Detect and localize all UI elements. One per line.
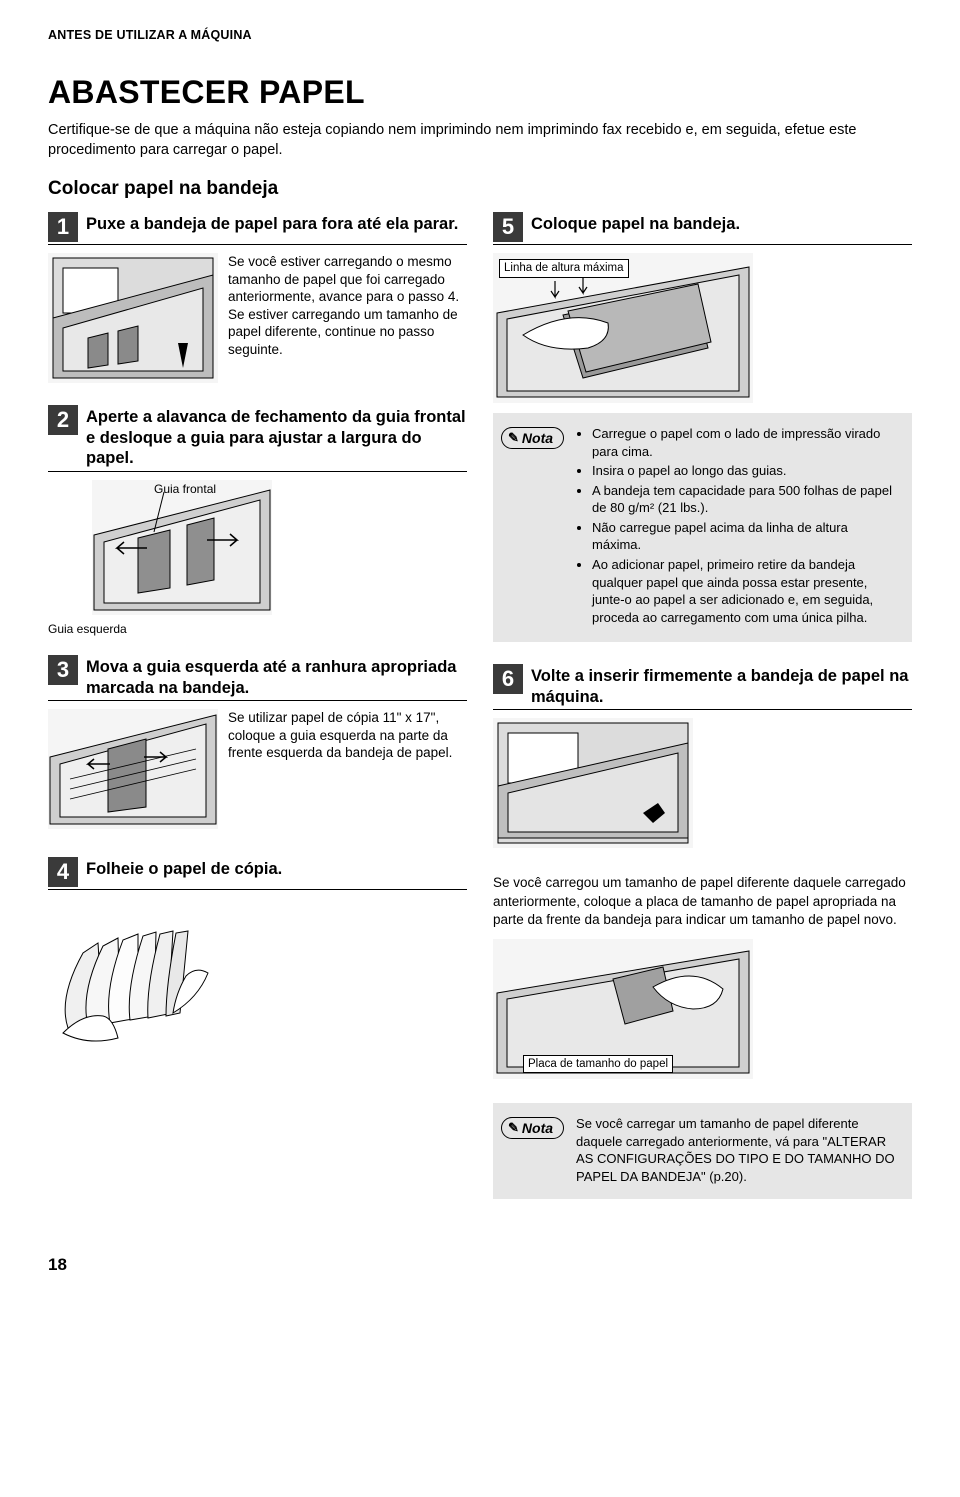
illustration-step4 <box>48 898 223 1048</box>
nota-text: Se você carregar um tamanho de papel dif… <box>576 1115 900 1185</box>
nota-badge: Nota <box>501 427 564 449</box>
right-column: 5 Coloque papel na bandeja. Linha de alt… <box>493 212 912 1199</box>
step-number: 3 <box>48 655 78 685</box>
nota-badge: Nota <box>501 1117 564 1139</box>
nota-item: Ao adicionar papel, primeiro retire da b… <box>592 556 900 626</box>
max-height-line-label: Linha de altura máxima <box>499 259 629 278</box>
illustration-step2: Guia frontal <box>92 480 272 615</box>
step-number: 4 <box>48 857 78 887</box>
step-text: Se você estiver carregando o mesmo taman… <box>228 253 467 358</box>
step-number: 2 <box>48 405 78 435</box>
step-header: 4 Folheie o papel de cópia. <box>48 857 467 890</box>
section-subtitle: Colocar papel na bandeja <box>48 178 912 200</box>
step-text: Se utilizar papel de cópia 11" x 17", co… <box>228 709 467 762</box>
nota-item: A bandeja tem capacidade para 500 folhas… <box>592 482 900 517</box>
step-body <box>493 718 912 848</box>
step-body: Linha de altura máxima <box>493 253 912 403</box>
step-number: 6 <box>493 664 523 694</box>
step-header: 1 Puxe a bandeja de papel para fora até … <box>48 212 467 245</box>
step-header: 5 Coloque papel na bandeja. <box>493 212 912 245</box>
nota-item: Não carregue papel acima da linha de alt… <box>592 519 900 554</box>
step-5: 5 Coloque papel na bandeja. Linha de alt… <box>493 212 912 642</box>
nota-text: Carregue o papel com o lado de impressão… <box>576 425 900 628</box>
step-1: 1 Puxe a bandeja de papel para fora até … <box>48 212 467 383</box>
nota-block-1: Nota Carregue o papel com o lado de impr… <box>493 413 912 642</box>
step-4: 4 Folheie o papel de cópia. <box>48 857 467 1048</box>
left-column: 1 Puxe a bandeja de papel para fora até … <box>48 212 467 1199</box>
guide-front-label: Guia frontal <box>154 482 216 496</box>
nota-item: Insira o papel ao longo das guias. <box>592 462 900 480</box>
running-head: ANTES DE UTILIZAR A MÁQUINA <box>48 28 912 42</box>
step-2: 2 Aperte a alavanca de fechamento da gui… <box>48 405 467 615</box>
page-number: 18 <box>48 1255 912 1275</box>
two-column-layout: 1 Puxe a bandeja de papel para fora até … <box>48 212 912 1199</box>
step-header: 3 Mova a guia esquerda até a ranhura apr… <box>48 655 467 701</box>
step-title: Folheie o papel de cópia. <box>86 857 282 880</box>
step-body <box>48 898 467 1048</box>
step-body: Se utilizar papel de cópia 11" x 17", co… <box>48 709 467 829</box>
step-title: Volte a inserir firmemente a bandeja de … <box>531 664 912 707</box>
step-title: Coloque papel na bandeja. <box>531 212 740 235</box>
main-title: ABASTECER PAPEL <box>48 74 912 111</box>
step-header: 6 Volte a inserir firmemente a bandeja d… <box>493 664 912 710</box>
step-body: Guia frontal Guia esquerda <box>48 480 467 615</box>
step-title: Aperte a alavanca de fechamento da guia … <box>86 405 467 469</box>
paper-size-plate-label: Placa de tamanho do papel <box>523 1055 673 1073</box>
step-title: Mova a guia esquerda até a ranhura aprop… <box>86 655 467 698</box>
step-3: 3 Mova a guia esquerda até a ranhura apr… <box>48 655 467 829</box>
illustration-step1 <box>48 253 218 383</box>
step-title: Puxe a bandeja de papel para fora até el… <box>86 212 458 235</box>
step-6: 6 Volte a inserir firmemente a bandeja d… <box>493 664 912 848</box>
step-number: 5 <box>493 212 523 242</box>
after-step6-text: Se você carregou um tamanho de papel dif… <box>493 874 912 929</box>
illustration-paper-size-plate: Placa de tamanho do papel <box>493 939 753 1079</box>
nota-item: Carregue o papel com o lado de impressão… <box>592 425 900 460</box>
intro-text: Certifique-se de que a máquina não estej… <box>48 121 912 160</box>
guide-left-label: Guia esquerda <box>48 622 127 636</box>
step-body: Se você estiver carregando o mesmo taman… <box>48 253 467 383</box>
step-number: 1 <box>48 212 78 242</box>
nota-block-2: Nota Se você carregar um tamanho de pape… <box>493 1103 912 1199</box>
step-header: 2 Aperte a alavanca de fechamento da gui… <box>48 405 467 472</box>
illustration-step5: Linha de altura máxima <box>493 253 753 403</box>
illustration-step6 <box>493 718 693 848</box>
illustration-step3 <box>48 709 218 829</box>
